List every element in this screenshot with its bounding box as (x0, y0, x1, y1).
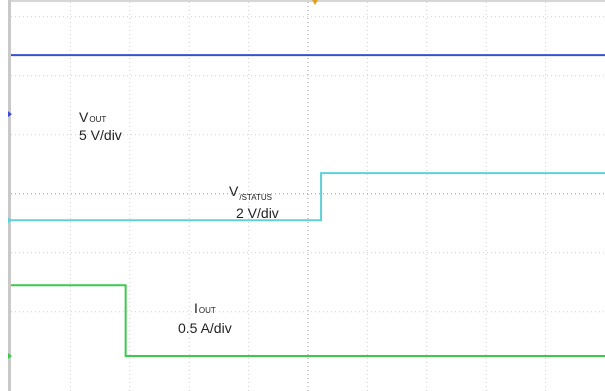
trace-v-status (11, 172, 605, 222)
vout-scale: 5 V/div (79, 127, 122, 143)
traces (11, 54, 605, 357)
top-edge-bar (11, 0, 605, 2)
channel-marker-icon (8, 111, 12, 118)
vstatus-label-sub: /STATUS (239, 193, 272, 202)
iout-scale: 0.5 A/div (178, 320, 232, 336)
trace-i-out (11, 284, 605, 357)
svg-text:IOUT: IOUT (194, 300, 216, 316)
channel-markers (8, 111, 12, 359)
vstatus-scale: 2 V/div (236, 205, 279, 221)
label-iout: IOUT 0.5 A/div (178, 300, 232, 336)
svg-text:V/STATUS: V/STATUS (229, 183, 272, 202)
svg-text:VOUT: VOUT (79, 109, 106, 125)
grid (11, 2, 605, 391)
vout-label-sub: OUT (89, 115, 106, 124)
trigger-marker-icon (312, 0, 318, 5)
label-vstatus: V/STATUS 2 V/div (229, 183, 279, 221)
left-edge-bar (8, 0, 11, 391)
channel-marker-icon (8, 353, 12, 359)
iout-label-main: I (194, 300, 198, 316)
channel-marker-icon (8, 217, 12, 224)
label-vout: VOUT 5 V/div (79, 109, 122, 143)
vstatus-label-main: V (229, 183, 239, 199)
vout-label-main: V (79, 109, 89, 125)
iout-label-sub: OUT (199, 306, 216, 315)
